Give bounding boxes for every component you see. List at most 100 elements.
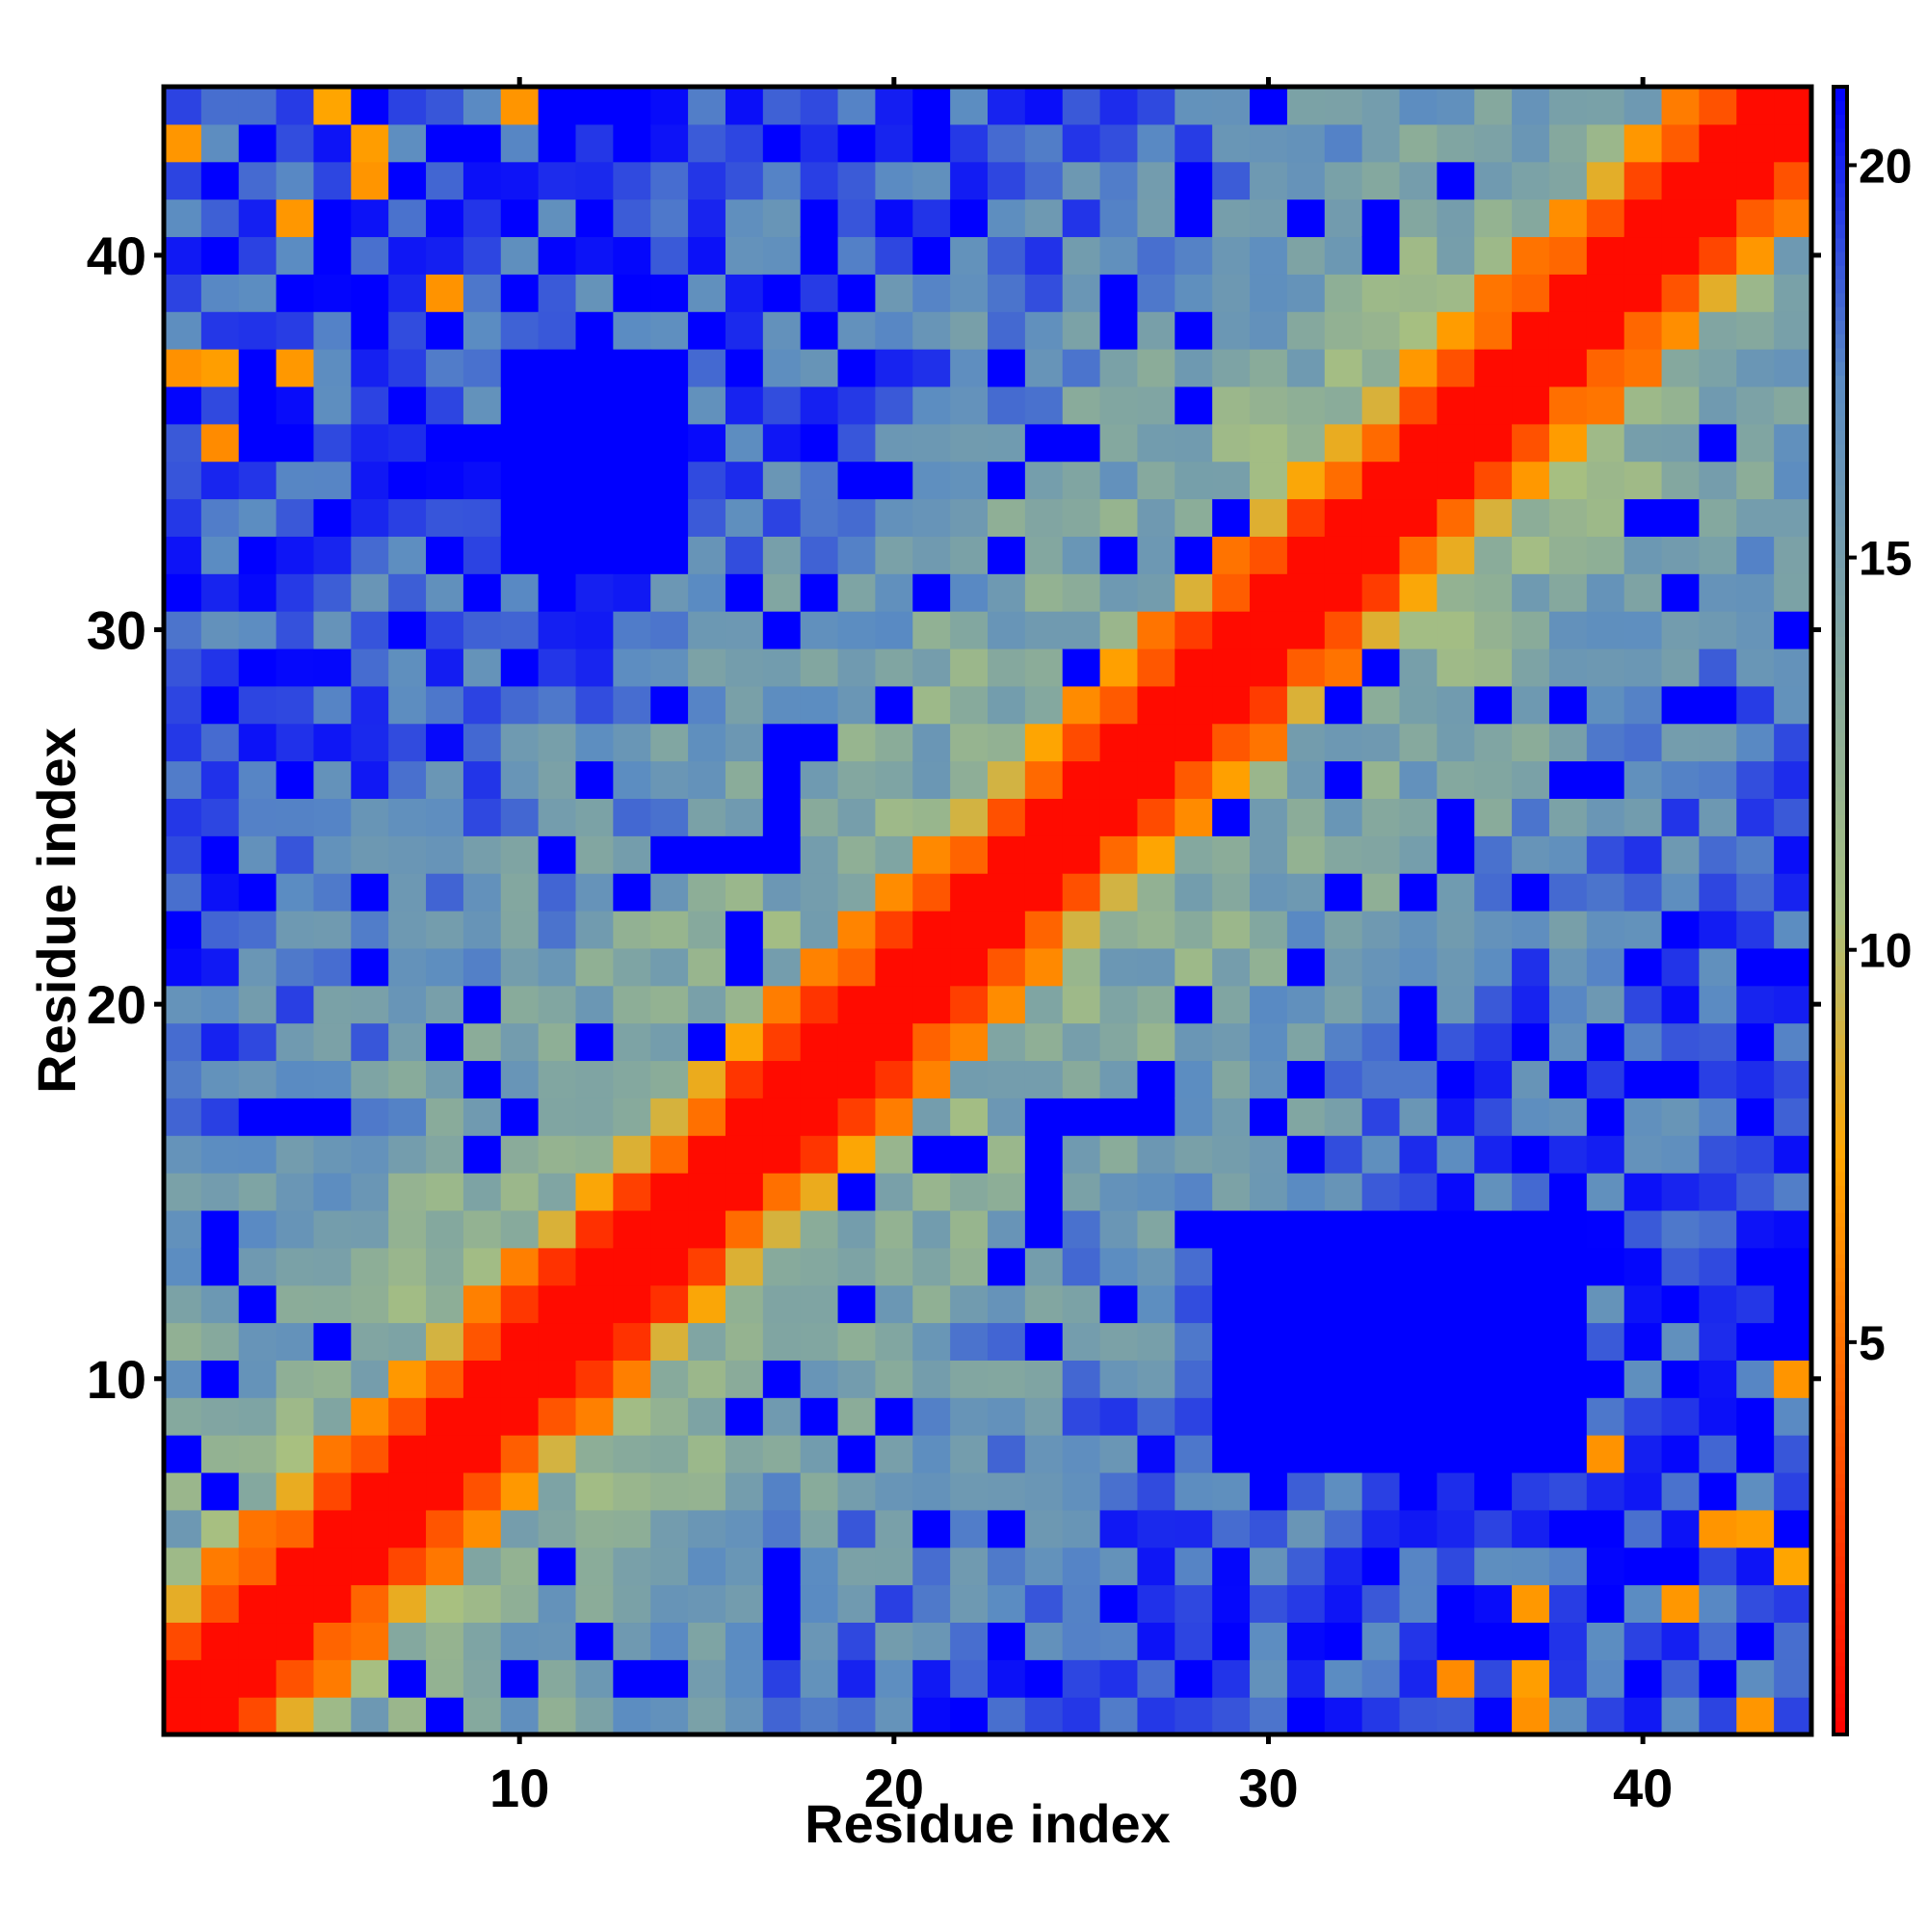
heatmap-cell: [988, 1060, 1026, 1098]
heatmap-cell: [1474, 835, 1513, 874]
heatmap-cell: [688, 1659, 726, 1698]
heatmap-cell: [1736, 461, 1775, 500]
heatmap-cell: [837, 423, 877, 463]
heatmap-cell: [276, 1284, 315, 1324]
heatmap-cell: [313, 573, 352, 612]
heatmap-cell: [950, 1584, 989, 1624]
heatmap-cell: [950, 1284, 989, 1324]
heatmap-cell: [950, 1397, 989, 1436]
heatmap-cell: [688, 873, 726, 912]
heatmap-cell: [388, 760, 427, 800]
heatmap-cell: [1062, 349, 1101, 387]
heatmap-cell: [688, 1471, 726, 1511]
heatmap-cell: [1024, 1022, 1064, 1062]
heatmap-cell: [1361, 1622, 1401, 1660]
heatmap-cell: [725, 911, 764, 949]
heatmap-cell: [762, 1098, 802, 1136]
heatmap-cell: [1736, 1697, 1775, 1735]
heatmap-cell: [1699, 161, 1737, 200]
heatmap-cell: [1437, 985, 1475, 1024]
heatmap-cell: [1062, 461, 1101, 500]
heatmap-cell: [1361, 1584, 1401, 1624]
heatmap-cell: [1548, 1098, 1588, 1136]
heatmap-cell: [388, 723, 427, 762]
heatmap-cell: [1137, 1209, 1175, 1249]
heatmap-cell: [1099, 461, 1139, 500]
heatmap-cell: [1661, 1247, 1701, 1286]
colorbar-segment: [1834, 1185, 1847, 1200]
heatmap-cell: [688, 911, 726, 949]
heatmap-cell: [762, 1322, 802, 1361]
heatmap-cell: [276, 385, 315, 425]
heatmap-cell: [1212, 1098, 1251, 1136]
heatmap-cell: [1399, 236, 1438, 275]
heatmap-cell: [762, 573, 802, 612]
heatmap-cell: [238, 1284, 277, 1324]
heatmap-cell: [1437, 1659, 1475, 1698]
heatmap-cell: [1474, 498, 1513, 537]
heatmap-cell: [1361, 1471, 1401, 1511]
heatmap-cell: [1250, 1509, 1288, 1548]
heatmap-cell: [837, 798, 877, 836]
heatmap-cell: [1548, 723, 1588, 762]
heatmap-cell: [1437, 1247, 1475, 1286]
heatmap-cell: [426, 461, 464, 500]
heatmap-cell: [725, 1509, 764, 1548]
heatmap-cell: [575, 947, 614, 987]
heatmap-cell: [462, 685, 502, 725]
heatmap-cell: [800, 1435, 839, 1473]
heatmap-cell: [1661, 236, 1701, 275]
heatmap-cell: [500, 1397, 540, 1436]
heatmap-cell: [164, 1284, 202, 1324]
heatmap-cell: [1250, 1471, 1288, 1511]
heatmap-cell: [462, 1584, 502, 1624]
colorbar-segment: [1834, 265, 1847, 280]
colorbar-segment: [1834, 718, 1847, 733]
heatmap-cell: [1399, 873, 1438, 912]
heatmap-cell: [1024, 873, 1064, 912]
heatmap-cell: [988, 1360, 1026, 1398]
heatmap-cell: [1175, 236, 1213, 275]
colorbar-segment: [1834, 896, 1847, 912]
heatmap-cell: [613, 198, 651, 238]
heatmap-cell: [1175, 1471, 1213, 1511]
heatmap-cell: [462, 648, 502, 687]
heatmap-cell: [276, 1397, 315, 1436]
heatmap-cell: [1474, 1584, 1513, 1624]
heatmap-cell: [500, 1060, 540, 1098]
heatmap-cell: [462, 385, 502, 425]
heatmap-cell: [313, 236, 352, 275]
heatmap-cell: [313, 161, 352, 200]
heatmap-cell: [538, 1659, 577, 1698]
heatmap-cell: [538, 1284, 577, 1324]
colorbar-segment: [1834, 1171, 1847, 1186]
colorbar-segment: [1834, 841, 1847, 857]
heatmap-cell: [238, 311, 277, 350]
heatmap-cell: [164, 349, 202, 387]
heatmap-cell: [1062, 985, 1101, 1024]
colorbar-segment: [1834, 731, 1847, 747]
heatmap-cell: [1361, 798, 1401, 836]
heatmap-cell: [800, 1173, 839, 1211]
heatmap-cell: [800, 873, 839, 912]
heatmap-cell: [1437, 873, 1475, 912]
heatmap-cell: [650, 161, 689, 200]
heatmap-cell: [238, 947, 277, 987]
heatmap-cell: [1736, 760, 1775, 800]
colorbar-segment: [1834, 938, 1847, 953]
heatmap-cell: [1175, 985, 1213, 1024]
heatmap-cell: [988, 1284, 1026, 1324]
heatmap-cell: [875, 1209, 913, 1249]
heatmap-cell: [164, 760, 202, 800]
heatmap-cell: [725, 498, 764, 537]
heatmap-cell: [500, 648, 540, 687]
heatmap-cell: [1437, 498, 1475, 537]
heatmap-cell: [388, 1697, 427, 1735]
x-tick-label: 10: [489, 1758, 549, 1818]
heatmap-cell: [538, 1135, 577, 1174]
heatmap-cell: [1548, 1247, 1588, 1286]
heatmap-cell: [650, 873, 689, 912]
heatmap-cell: [1137, 760, 1175, 800]
heatmap-cell: [1062, 198, 1101, 238]
heatmap-cell: [1024, 461, 1064, 500]
